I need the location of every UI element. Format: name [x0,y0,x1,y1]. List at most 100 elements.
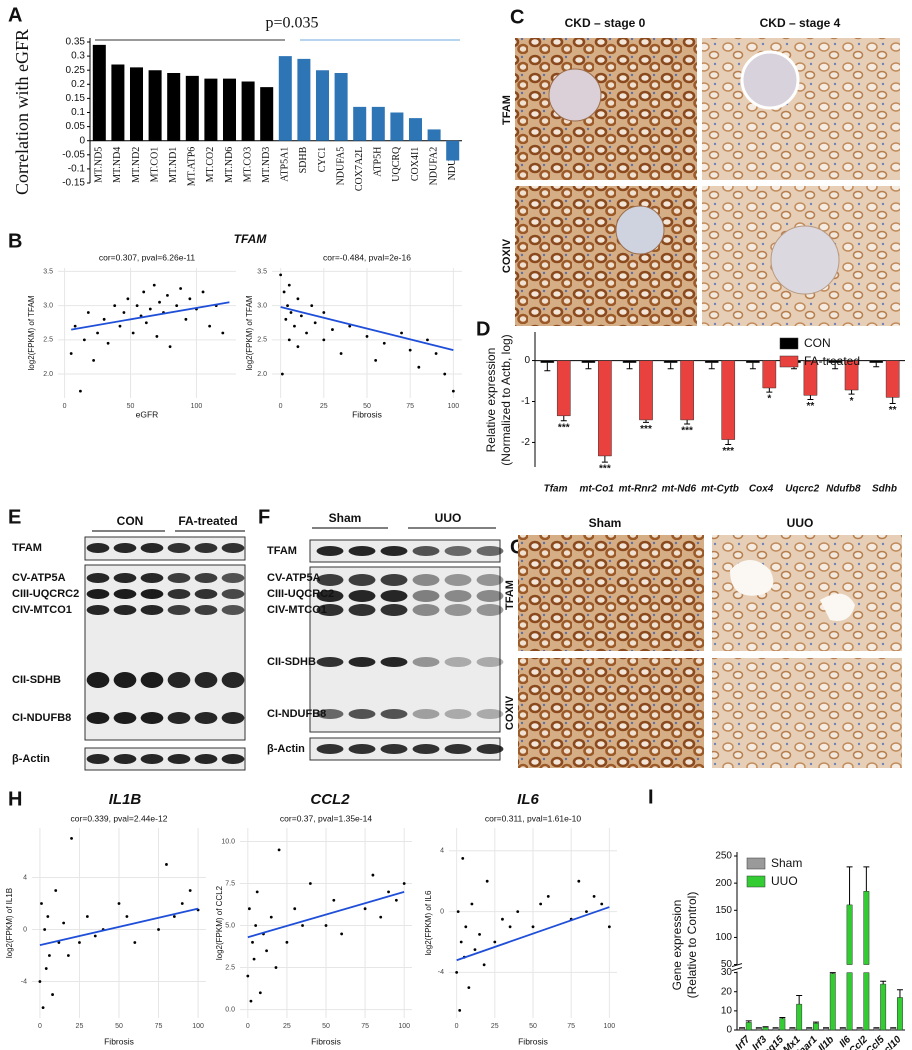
bar [796,1003,803,1031]
point [40,902,43,905]
x-tick-label: SDHB [298,146,309,173]
bar [556,360,571,417]
bar [680,360,694,421]
panel-letter: B [8,230,22,252]
blot-band [86,712,110,724]
significance: *** [640,424,652,435]
point [106,341,110,345]
micrograph [518,535,704,651]
y-tick-label: 0.0 [225,1006,235,1013]
x-axis-title: Fibrosis [518,1036,548,1046]
point [332,898,336,902]
bar [185,75,199,141]
x-tick-label: UQCRQ [391,146,402,182]
significance: *** [681,426,693,437]
point [247,907,251,911]
point [301,924,304,927]
micrograph [702,38,900,180]
y-tick-label: 0.3 [71,51,85,62]
x-tick-label: ATP5A1 [280,147,291,182]
y-tick-label: 0 [524,355,530,366]
bar [704,360,719,363]
x-tick-label: NDUFA5 [335,147,346,186]
blot-band [444,709,472,719]
point [280,372,284,376]
significance: ** [807,401,815,412]
blot-band [380,657,408,667]
x-tick-label: 100 [448,403,460,410]
y-tick-label: 0 [79,135,85,146]
point [485,879,489,883]
blot-band [221,754,245,764]
blot-band [380,744,408,754]
error-bar [560,415,567,422]
y-tick-label: 0 [23,926,27,933]
x-tick-label: 0 [63,403,67,410]
blot-band [140,543,164,553]
significance: ** [889,405,897,416]
point [607,925,611,929]
panel-letter: H [8,788,22,810]
point [252,957,256,961]
chart-title: IL6 [517,791,539,808]
significance: *** [599,464,611,475]
chart-title: IL1B [109,791,142,808]
x-tick-label: COX4I1 [410,147,421,181]
point [155,335,159,338]
bar [813,1023,819,1031]
row-label: COXIV [501,238,513,273]
y-tick-label: 3.5 [43,268,53,275]
x-tick-label: 75 [567,1023,575,1030]
y-tick-label: -0.05 [62,149,85,160]
x-tick-label: NDUFA [447,146,458,180]
blot-band [167,672,191,688]
y-tick-label: 0.35 [66,37,86,48]
blot-band [412,590,440,602]
legend-label: FA-treated [804,354,860,368]
x-axis-title: Fibrosis [104,1036,134,1046]
blot-band [194,589,218,599]
y-axis-title: Relative expression [484,348,498,453]
bar [581,360,596,363]
x-tick-label: MT.CO3 [242,147,253,183]
bar [297,58,311,141]
point [464,925,468,929]
error-bar [848,390,855,395]
blot-band [221,573,245,583]
point [293,907,297,911]
x-tick-label: 25 [491,1023,499,1030]
x-tick-label: MT.ND3 [261,147,272,183]
point [69,352,73,355]
point [459,940,463,944]
bar [806,1027,813,1031]
point [394,898,398,902]
point [44,967,48,970]
y-tick-label: -1 [521,396,530,407]
error-bar [626,362,633,370]
blot-frame [84,747,246,771]
point [296,297,300,301]
blot-band [167,589,191,599]
point [255,890,259,894]
x-tick-label: Cox4 [749,484,774,495]
y-tick-label: 4 [23,874,27,881]
blot-band [412,657,440,667]
glomerulus [548,68,602,122]
x-axis-title: eGFR [136,409,159,419]
bar [755,1027,762,1031]
point [467,986,471,989]
point [152,283,156,287]
y-tick-label: 10 [721,1006,733,1017]
blot-band [194,712,218,724]
bar [260,87,274,141]
point [48,954,51,957]
point [165,863,168,866]
point [287,338,291,342]
point [371,873,375,877]
chart-subtitle: cor=0.311, pval=1.61e-10 [485,813,582,823]
x-tick-label: 0 [279,403,283,410]
significance: * [767,394,771,405]
blot-band [412,604,440,616]
point [113,304,117,308]
y-axis-title: (Normalized to Actb, log) [499,334,513,465]
